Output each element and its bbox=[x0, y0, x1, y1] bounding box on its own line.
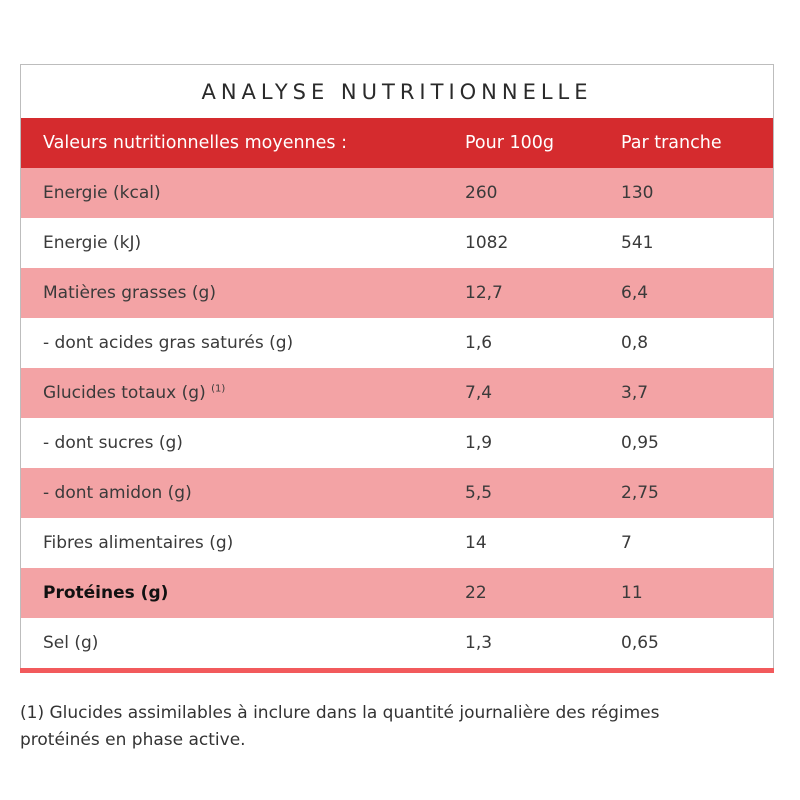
nutrient-name: Matières grasses (g) bbox=[43, 283, 216, 303]
table-row: Glucides totaux (g) (1) 7,4 3,7 bbox=[21, 368, 773, 418]
value-per100: 1,9 bbox=[465, 433, 493, 453]
table-row: Sel (g) 1,3 0,65 bbox=[21, 618, 773, 668]
nutrition-table: ANALYSE NUTRITIONNELLE Valeurs nutrition… bbox=[20, 64, 774, 673]
nutrient-label: - dont acides gras saturés (g) bbox=[43, 333, 293, 353]
nutrient-label: Energie (kcal) bbox=[43, 183, 161, 203]
value-per100: 1,6 bbox=[465, 333, 493, 353]
nutrient-label: - dont sucres (g) bbox=[43, 433, 183, 453]
header-row: Valeurs nutritionnelles moyennes : Pour … bbox=[21, 118, 773, 168]
value-per100: 260 bbox=[465, 183, 498, 203]
table-row: - dont sucres (g) 1,9 0,95 bbox=[21, 418, 773, 468]
nutrient-label: Energie (kJ) bbox=[43, 233, 141, 253]
value-slice: 2,75 bbox=[621, 483, 659, 503]
value-slice: 11 bbox=[621, 583, 643, 603]
nutrient-name: Fibres alimentaires (g) bbox=[43, 533, 234, 553]
value-per100: 22 bbox=[465, 583, 487, 603]
value-slice: 0,95 bbox=[621, 433, 659, 453]
header-label: Valeurs nutritionnelles moyennes : bbox=[43, 133, 347, 153]
header-per100: Pour 100g bbox=[465, 133, 554, 153]
nutrient-name: Glucides totaux (g) bbox=[43, 383, 206, 403]
header-slice: Par tranche bbox=[621, 133, 722, 153]
nutrient-name: - dont amidon (g) bbox=[43, 483, 192, 503]
value-per100: 7,4 bbox=[465, 383, 493, 403]
nutrient-name: Energie (kJ) bbox=[43, 233, 142, 253]
value-slice: 7 bbox=[621, 533, 632, 553]
nutrient-name: Energie (kcal) bbox=[43, 183, 161, 203]
table-row: Energie (kJ) 1082 541 bbox=[21, 218, 773, 268]
bottom-bar bbox=[20, 668, 774, 673]
table-row: Fibres alimentaires (g) 14 7 bbox=[21, 518, 773, 568]
nutrient-label: Glucides totaux (g) (1) bbox=[43, 383, 225, 403]
nutrient-label: Protéines (g) bbox=[43, 583, 168, 603]
value-per100: 1,3 bbox=[465, 633, 493, 653]
value-per100: 5,5 bbox=[465, 483, 493, 503]
value-per100: 14 bbox=[465, 533, 487, 553]
value-slice: 130 bbox=[621, 183, 654, 203]
value-per100: 12,7 bbox=[465, 283, 503, 303]
nutrient-label: - dont amidon (g) bbox=[43, 483, 192, 503]
value-slice: 0,8 bbox=[621, 333, 649, 353]
value-slice: 6,4 bbox=[621, 283, 649, 303]
table-row: - dont amidon (g) 5,5 2,75 bbox=[21, 468, 773, 518]
nutrient-name: Protéines (g) bbox=[43, 583, 169, 603]
nutrient-name: - dont acides gras saturés (g) bbox=[43, 333, 294, 353]
nutrient-name: - dont sucres (g) bbox=[43, 433, 183, 453]
value-slice: 541 bbox=[621, 233, 654, 253]
nutrient-name: Sel (g) bbox=[43, 633, 99, 653]
table-row: - dont acides gras saturés (g) 1,6 0,8 bbox=[21, 318, 773, 368]
nutrient-label: Sel (g) bbox=[43, 633, 98, 653]
nutrient-label: Matières grasses (g) bbox=[43, 283, 216, 303]
footnote-ref: (1) bbox=[211, 383, 226, 395]
nutrient-label: Fibres alimentaires (g) bbox=[43, 533, 233, 553]
table-title: ANALYSE NUTRITIONNELLE bbox=[201, 80, 593, 104]
table-row: Matières grasses (g) 12,7 6,4 bbox=[21, 268, 773, 318]
table-row: Protéines (g) 22 11 bbox=[21, 568, 773, 618]
footnote: (1) Glucides assimilables à inclure dans… bbox=[20, 703, 660, 750]
table-row: Energie (kcal) 260 130 bbox=[21, 168, 773, 218]
value-slice: 0,65 bbox=[621, 633, 659, 653]
value-slice: 3,7 bbox=[621, 383, 649, 403]
value-per100: 1082 bbox=[465, 233, 509, 253]
